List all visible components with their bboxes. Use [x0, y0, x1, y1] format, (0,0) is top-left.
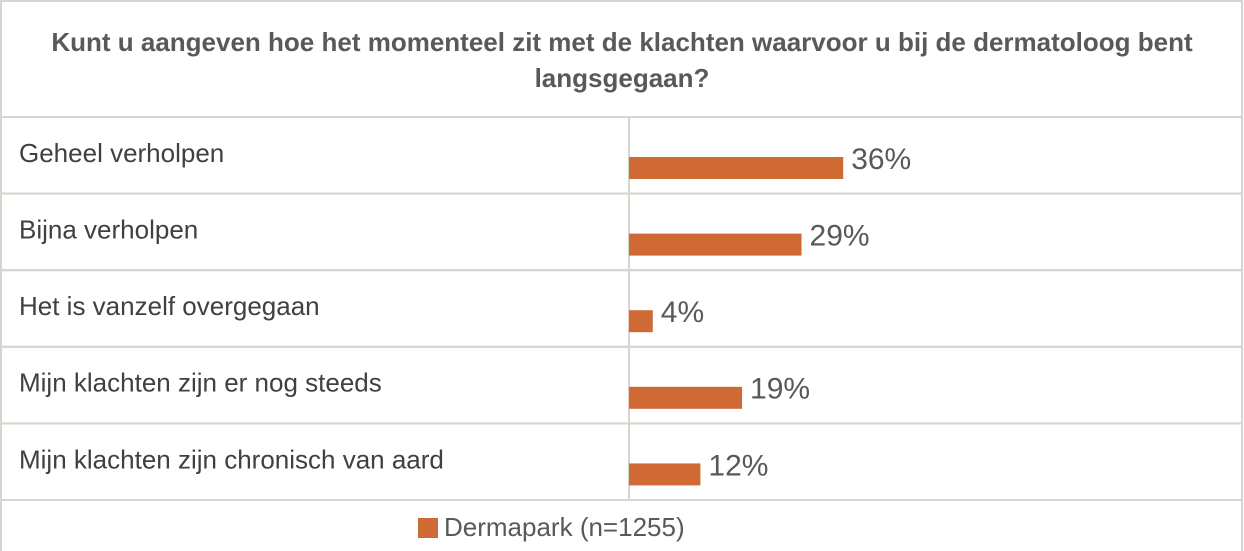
legend-cell — [0, 499, 1243, 551]
bar — [629, 463, 701, 486]
value-label: 12% — [708, 449, 768, 482]
title-box: Kunt u aangeven hoe het momenteel zit me… — [51, 27, 1193, 93]
legend-label: Dermapark (n=1255) — [444, 512, 685, 542]
row-bar-cell — [628, 345, 1243, 425]
row-label: Bijna verholpen — [19, 214, 198, 244]
row-bar-cell — [628, 116, 1243, 195]
row-bar-cell — [628, 192, 1243, 272]
row-label: Het is vanzelf overgegaan — [19, 291, 320, 321]
bar — [629, 386, 743, 409]
bar — [629, 310, 653, 333]
row-label: Geheel verholpen — [19, 138, 224, 168]
value-label: 19% — [750, 373, 810, 406]
legend-swatch — [418, 518, 438, 538]
row-bar-cell — [628, 269, 1243, 348]
value-label: 29% — [810, 220, 870, 253]
value-label: 36% — [851, 143, 911, 176]
value-label: 4% — [661, 296, 704, 329]
row-label: Mijn klachten zijn er nog steeds — [19, 368, 382, 398]
chart-title: Kunt u aangeven hoe het momenteel zit me… — [51, 27, 1193, 93]
row-label: Mijn klachten zijn chronisch van aard — [19, 444, 444, 474]
bar — [629, 157, 844, 179]
bar — [629, 233, 802, 256]
